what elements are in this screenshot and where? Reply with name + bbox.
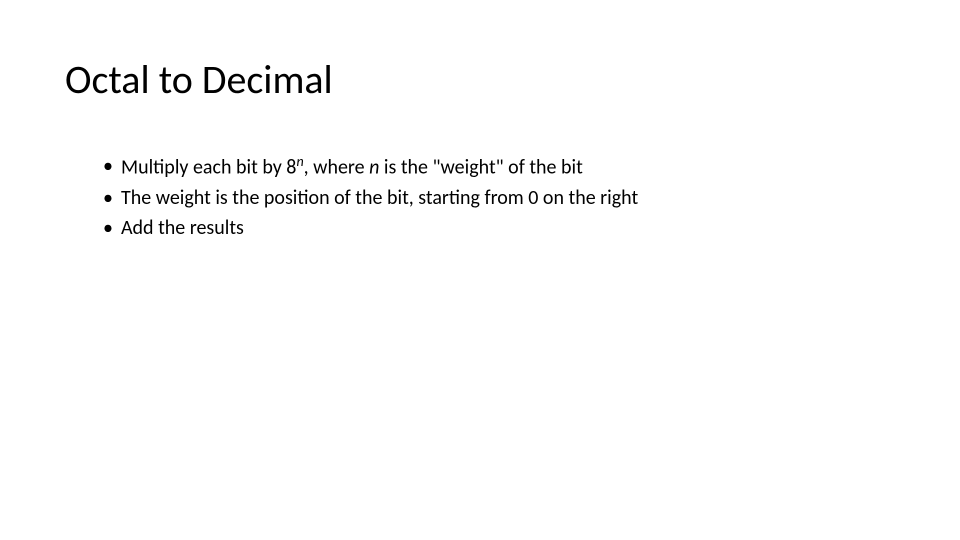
slide-title: Octal to Decimal (65, 55, 895, 104)
bullet-1-italic: n (369, 156, 379, 180)
bullet-item-3: • Add the results (103, 214, 895, 242)
bullet-text-2: The weight is the position of the bit, s… (121, 184, 895, 212)
bullet-1-prefix: Multiply each bit by 8 (121, 156, 296, 180)
bullet-1-mid: , where (304, 156, 369, 180)
bullet-1-suffix: is the "weight" of the bit (379, 156, 582, 180)
bullet-item-2: • The weight is the position of the bit,… (103, 184, 895, 212)
bullet-marker: • (103, 214, 113, 242)
slide-container: Octal to Decimal • Multiply each bit by … (0, 0, 960, 242)
bullet-text-3: Add the results (121, 214, 895, 242)
bullet-1-sup: n (296, 153, 303, 170)
bullet-item-1: • Multiply each bit by 8n, where n is th… (103, 152, 895, 182)
bullet-marker: • (103, 152, 113, 180)
slide-content: • Multiply each bit by 8n, where n is th… (65, 152, 895, 242)
bullet-marker: • (103, 184, 113, 212)
bullet-text-1: Multiply each bit by 8n, where n is the … (121, 152, 895, 182)
